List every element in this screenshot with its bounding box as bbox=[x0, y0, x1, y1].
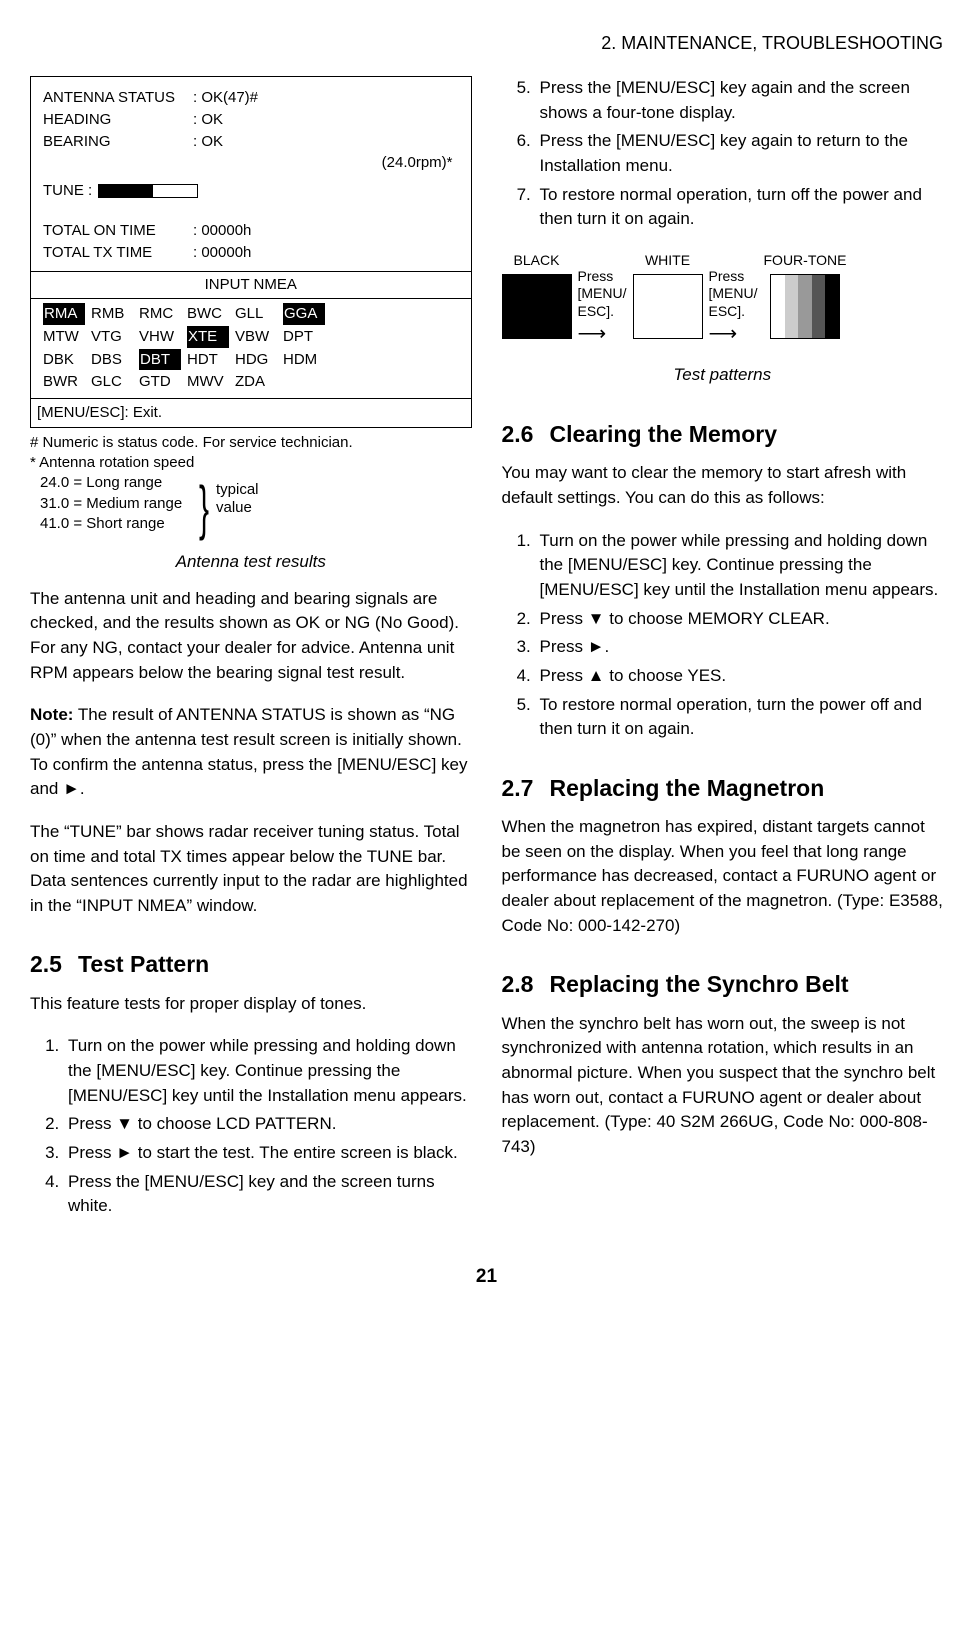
nmea-sentence: VBW bbox=[235, 326, 277, 348]
antenna-test-screen: ANTENNA STATUS: OK(47)#HEADING: OKBEARIN… bbox=[30, 76, 472, 428]
nmea-sentence: DPT bbox=[283, 326, 325, 348]
status-value: : OK(47)# bbox=[193, 87, 258, 109]
nmea-sentence: BWC bbox=[187, 303, 229, 325]
s28-body: When the synchro belt has worn out, the … bbox=[502, 1012, 944, 1160]
typical-value-label: typicalvalue bbox=[216, 481, 259, 517]
heading-2-7: 2.7Replacing the Magnetron bbox=[502, 772, 944, 805]
test-pattern-figure: BLACK Press[MENU/ESC]. ⟶ WHITE Press[MEN… bbox=[502, 250, 944, 348]
status-value: : OK bbox=[193, 131, 223, 153]
time-value: : 00000h bbox=[193, 242, 251, 264]
time-value: : 00000h bbox=[193, 220, 251, 242]
tune-bar bbox=[98, 184, 198, 198]
step-item: Press the [MENU/ESC] key again to return… bbox=[536, 129, 944, 178]
step-item: Turn on the power while pressing and hol… bbox=[536, 529, 944, 603]
step-item: To restore normal operation, turn the po… bbox=[536, 693, 944, 742]
s25-steps-part2: Press the [MENU/ESC] key again and the s… bbox=[502, 76, 944, 232]
figure-caption-antenna: Antenna test results bbox=[30, 550, 472, 575]
page-number: 21 bbox=[30, 1263, 943, 1291]
nmea-sentence: DBT bbox=[139, 349, 181, 371]
s27-body: When the magnetron has expired, distant … bbox=[502, 815, 944, 938]
nmea-sentence: VHW bbox=[139, 326, 181, 348]
nmea-sentence: MTW bbox=[43, 326, 85, 348]
nmea-sentence: DBS bbox=[91, 349, 133, 371]
step-item: Press the [MENU/ESC] key again and the s… bbox=[536, 76, 944, 125]
status-label: HEADING bbox=[43, 109, 193, 131]
nmea-sentence: RMB bbox=[91, 303, 133, 325]
status-label: ANTENNA STATUS bbox=[43, 87, 193, 109]
left-column: ANTENNA STATUS: OK(47)#HEADING: OKBEARIN… bbox=[30, 76, 472, 1237]
nmea-sentence: HDM bbox=[283, 349, 325, 371]
right-column: Press the [MENU/ESC] key again and the s… bbox=[502, 76, 944, 1237]
s26-steps: Turn on the power while pressing and hol… bbox=[502, 529, 944, 742]
step-item: To restore normal operation, turn off th… bbox=[536, 183, 944, 232]
heading-2-6: 2.6Clearing the Memory bbox=[502, 418, 944, 451]
tune-label: TUNE : bbox=[43, 180, 92, 202]
brace-icon: } bbox=[199, 493, 209, 523]
step-item: Turn on the power while pressing and hol… bbox=[64, 1034, 472, 1108]
tp-press-2: Press[MENU/ESC]. ⟶ bbox=[709, 268, 758, 348]
nmea-sentence: RMA bbox=[43, 303, 85, 325]
time-label: TOTAL ON TIME bbox=[43, 220, 193, 242]
step-item: Press ▲ to choose YES. bbox=[536, 664, 944, 689]
s25-steps-part1: Turn on the power while pressing and hol… bbox=[30, 1034, 472, 1218]
para-tune: The “TUNE” bar shows radar receiver tuni… bbox=[30, 820, 472, 919]
step-item: Press ► to start the test. The entire sc… bbox=[64, 1141, 472, 1166]
menu-esc-hint: [MENU/ESC]: Exit. bbox=[31, 398, 471, 427]
nmea-sentence: ZDA bbox=[235, 371, 277, 393]
para-note: Note: The result of ANTENNA STATUS is sh… bbox=[30, 703, 472, 802]
nmea-sentence: HDT bbox=[187, 349, 229, 371]
figure-caption-test-patterns: Test patterns bbox=[502, 363, 944, 388]
two-column-layout: ANTENNA STATUS: OK(47)#HEADING: OKBEARIN… bbox=[30, 76, 943, 1237]
nmea-sentence: XTE bbox=[187, 326, 229, 348]
arrow-right-icon: ⟶ bbox=[709, 322, 758, 347]
status-label: BEARING bbox=[43, 131, 193, 153]
nmea-sentences: RMA RMB RMC BWC GLL GGA MTW VTG VHW XTE VBW DPT DBK D… bbox=[31, 299, 471, 398]
arrow-right-icon: ⟶ bbox=[578, 322, 627, 347]
nmea-sentence: VTG bbox=[91, 326, 133, 348]
tp-box-black bbox=[502, 274, 572, 339]
heading-2-8: 2.8Replacing the Synchro Belt bbox=[502, 968, 944, 1001]
diagram-footnote: # Numeric is status code. For service te… bbox=[30, 433, 472, 534]
nmea-sentence: BWR bbox=[43, 371, 85, 393]
time-label: TOTAL TX TIME bbox=[43, 242, 193, 264]
tp-box-white bbox=[633, 274, 703, 339]
footnote-line1: # Numeric is status code. For service te… bbox=[30, 433, 472, 453]
nmea-sentence: MWV bbox=[187, 371, 229, 393]
nmea-sentence: DBK bbox=[43, 349, 85, 371]
nmea-sentence: GLC bbox=[91, 371, 133, 393]
input-nmea-title: INPUT NMEA bbox=[31, 271, 471, 299]
footnote-line2: * Antenna rotation speed bbox=[30, 453, 472, 473]
tp-label-four: FOUR-TONE bbox=[764, 250, 847, 270]
nmea-sentence: RMC bbox=[139, 303, 181, 325]
nmea-sentence: GTD bbox=[139, 371, 181, 393]
para-antenna-check: The antenna unit and heading and bearing… bbox=[30, 587, 472, 686]
nmea-sentence: HDG bbox=[235, 349, 277, 371]
s26-intro: You may want to clear the memory to star… bbox=[502, 461, 944, 510]
step-item: Press the [MENU/ESC] key and the screen … bbox=[64, 1170, 472, 1219]
page-header: 2. MAINTENANCE, TROUBLESHOOTING bbox=[30, 30, 943, 56]
s25-intro: This feature tests for proper display of… bbox=[30, 992, 472, 1017]
tp-label-black: BLACK bbox=[514, 250, 560, 270]
tp-label-white: WHITE bbox=[645, 250, 690, 270]
step-item: Press ▼ to choose LCD PATTERN. bbox=[64, 1112, 472, 1137]
status-value: : OK bbox=[193, 109, 223, 131]
tp-box-four-tone bbox=[770, 274, 840, 339]
nmea-sentence: GGA bbox=[283, 303, 325, 325]
nmea-sentence: GLL bbox=[235, 303, 277, 325]
step-item: Press ▼ to choose MEMORY CLEAR. bbox=[536, 607, 944, 632]
step-item: Press ►. bbox=[536, 635, 944, 660]
heading-2-5: 2.5Test Pattern bbox=[30, 948, 472, 981]
tp-press-1: Press[MENU/ESC]. ⟶ bbox=[578, 268, 627, 348]
rpm-value: (24.0rpm)* bbox=[43, 152, 459, 174]
